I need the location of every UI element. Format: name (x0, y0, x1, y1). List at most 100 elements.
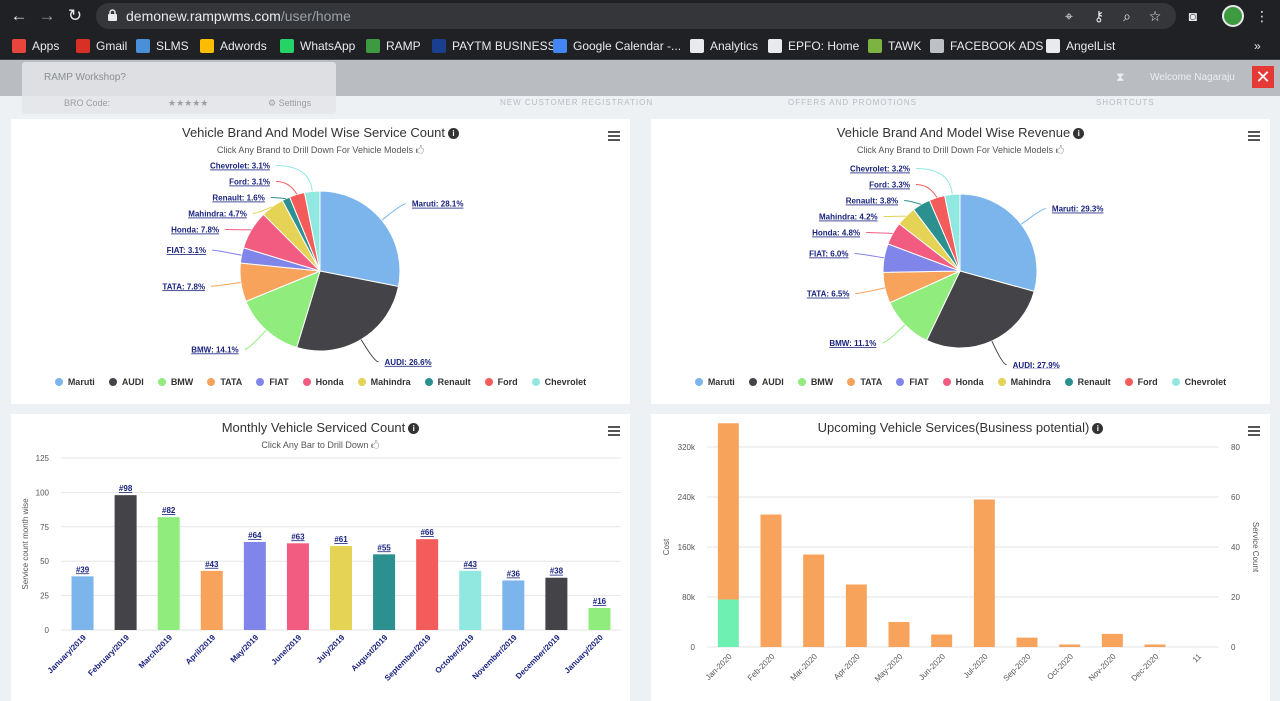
x-tick-label[interactable]: April/2019 (184, 633, 218, 667)
bookmark-item[interactable]: EPFO: Home (768, 38, 859, 54)
x-tick-label[interactable]: June/2019 (270, 633, 304, 667)
x-tick-label[interactable]: January/2020 (563, 633, 606, 676)
x-tick-label[interactable]: August/2019 (349, 633, 389, 673)
legend-item-tata[interactable]: TATA (847, 377, 882, 387)
forward-icon[interactable]: → (38, 6, 56, 25)
bar-segment[interactable] (973, 499, 995, 648)
x-tick-label[interactable]: March/2019 (137, 633, 175, 671)
legend-item-ford[interactable]: Ford (484, 377, 518, 387)
bar[interactable] (416, 539, 439, 630)
legend-item-bmw[interactable]: BMW (157, 377, 193, 387)
nav-new-customer[interactable]: NEW CUSTOMER REGISTRATION (500, 98, 654, 107)
bar-segment[interactable] (931, 634, 953, 648)
pie-slice-chevrolet[interactable] (303, 190, 321, 272)
bookmark-item[interactable]: RAMP (366, 38, 421, 54)
bar-data-label[interactable]: #43 (205, 560, 219, 569)
bar-segment[interactable] (888, 622, 910, 647)
bar[interactable] (286, 543, 309, 630)
info-icon[interactable]: i (1092, 423, 1104, 434)
bar-segment[interactable] (803, 554, 825, 648)
more-menu-icon[interactable]: ⋮ (1255, 8, 1269, 24)
legend-item-fiat[interactable]: FIAT (256, 377, 289, 387)
close-button[interactable]: ✕ (1252, 66, 1274, 88)
nav-offers[interactable]: OFFERS AND PROMOTIONS (788, 98, 918, 107)
bar[interactable] (502, 580, 525, 630)
pie-data-label[interactable]: Maruti: 29.3% (1052, 205, 1104, 214)
x-tick-label[interactable]: September/2019 (383, 633, 433, 683)
bar-segment[interactable] (1059, 644, 1081, 648)
address-bar[interactable]: demonew.rampwms.com/user/home ⌖ ⚷ ⌕ ☆ (96, 3, 1176, 29)
bar[interactable] (71, 576, 94, 630)
bar-segment[interactable] (717, 423, 739, 600)
bar[interactable] (114, 495, 137, 630)
pie-data-label[interactable]: Ford: 3.1% (229, 178, 270, 187)
bar-segment[interactable] (1016, 637, 1038, 647)
back-icon[interactable]: ← (10, 6, 28, 25)
info-icon[interactable]: i (1073, 128, 1085, 139)
profile-avatar[interactable] (1222, 5, 1244, 27)
legend-item-chevrolet[interactable]: Chevrolet (531, 377, 586, 387)
bar[interactable] (157, 517, 180, 630)
pie-chart[interactable]: Maruti: 29.3% AUDI: 27.9% Chevrolet: 3.2% F… (651, 119, 1270, 369)
chart-menu-icon[interactable] (608, 131, 620, 141)
bookmark-item[interactable]: Gmail (76, 38, 127, 54)
x-tick-label[interactable]: May/2019 (229, 633, 261, 665)
bar-data-label[interactable]: #66 (420, 528, 434, 537)
chart-menu-icon[interactable] (1248, 131, 1260, 141)
pie-data-label[interactable]: AUDI: 27.9% (1013, 361, 1060, 369)
pie-chart[interactable]: Maruti: 28.1% AUDI: 26.6% Chevrolet: 3.1% F… (11, 119, 630, 369)
bookmark-item[interactable]: PAYTM BUSINESS (432, 38, 556, 54)
legend-item-maruti[interactable]: Maruti (54, 377, 95, 387)
pie-data-label[interactable]: TATA: 6.5% (807, 290, 850, 299)
bookmark-item[interactable]: Adwords (200, 38, 267, 54)
bar-data-label[interactable]: #82 (162, 506, 176, 515)
info-icon[interactable]: i (408, 423, 420, 434)
x-tick-label[interactable]: July/2019 (315, 633, 347, 665)
pie-slice-audi[interactable] (925, 270, 1035, 349)
pie-data-label[interactable]: FIAT: 6.0% (809, 249, 848, 258)
pie-data-label[interactable]: Chevrolet: 3.2% (850, 165, 910, 174)
settings-link[interactable]: ⚙ Settings (268, 98, 312, 108)
legend-item-ford[interactable]: Ford (1124, 377, 1158, 387)
pie-data-label[interactable]: Honda: 4.8% (812, 229, 860, 238)
pie-data-label[interactable]: Maruti: 28.1% (412, 200, 464, 209)
legend-item-renault[interactable]: Renault (424, 377, 471, 387)
bar-data-label[interactable]: #43 (464, 560, 478, 569)
bar-segment[interactable] (1101, 633, 1123, 647)
legend-item-audi[interactable]: AUDI (748, 377, 784, 387)
bar-segment[interactable] (1144, 644, 1166, 648)
legend-item-tata[interactable]: TATA (207, 377, 242, 387)
bar-data-label[interactable]: #55 (377, 543, 391, 552)
pie-data-label[interactable]: Renault: 3.8% (846, 197, 898, 206)
bar-segment[interactable] (845, 584, 867, 648)
legend-item-chevrolet[interactable]: Chevrolet (1171, 377, 1226, 387)
pie-data-label[interactable]: Honda: 7.8% (171, 226, 219, 235)
pie-data-label[interactable]: TATA: 7.8% (162, 282, 205, 291)
pie-data-label[interactable]: FIAT: 3.1% (167, 246, 206, 255)
legend-item-maruti[interactable]: Maruti (694, 377, 735, 387)
nav-shortcuts[interactable]: SHORTCUTS (1096, 98, 1155, 107)
bookmark-item[interactable]: TAWK (868, 38, 921, 54)
x-tick-label[interactable]: January/2019 (46, 633, 89, 676)
legend-item-audi[interactable]: AUDI (108, 377, 144, 387)
bar-segment[interactable] (760, 514, 782, 648)
bookmark-item[interactable]: Google Calendar -... (553, 38, 681, 54)
legend-item-mahindra[interactable]: Mahindra (357, 377, 411, 387)
chart-menu-icon[interactable] (1248, 426, 1260, 436)
info-icon[interactable]: i (448, 128, 460, 139)
pie-slice-audi[interactable] (296, 270, 400, 352)
bar-chart[interactable]: 0 25 50 75 100 125 Service count month wise #39… (11, 414, 630, 701)
x-tick-label[interactable]: October/2019 (433, 633, 476, 676)
star-icon[interactable]: ☆ (1148, 8, 1162, 24)
x-tick-label[interactable]: November/2019 (471, 633, 520, 682)
pie-data-label[interactable]: Renault: 1.6% (212, 194, 264, 203)
bookmark-item[interactable]: WhatsApp (280, 38, 355, 54)
pie-data-label[interactable]: Mahindra: 4.7% (188, 210, 247, 219)
bar-data-label[interactable]: #61 (334, 535, 348, 544)
legend-item-bmw[interactable]: BMW (797, 377, 833, 387)
legend-item-honda[interactable]: Honda (302, 377, 344, 387)
more-bookmarks-icon[interactable]: » (1254, 39, 1261, 53)
x-tick-label[interactable]: February/2019 (86, 633, 131, 678)
bar[interactable] (373, 554, 396, 630)
pie-data-label[interactable]: BMW: 14.1% (191, 345, 238, 354)
